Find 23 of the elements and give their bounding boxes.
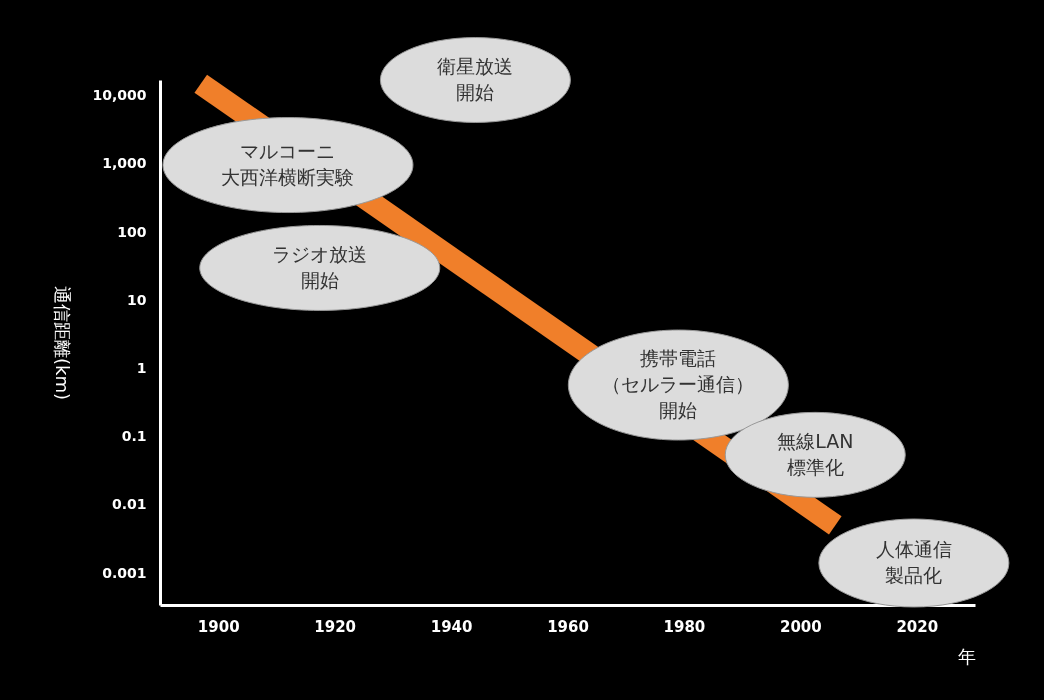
- x-axis-title: 年: [957, 645, 976, 667]
- annotation: マルコーニ大西洋横断実験: [221, 140, 355, 189]
- y-tick-label: 100: [117, 223, 147, 240]
- x-tick-label: 1960: [547, 617, 589, 636]
- y-axis-title: 通信距離(km): [52, 285, 74, 401]
- y-tick-label: 0.1: [121, 428, 147, 445]
- annotation: 携帯電話（セルラー通信）開始: [602, 347, 755, 422]
- annotation: 無線LAN標準化: [777, 429, 854, 478]
- x-tick-label: 2020: [896, 617, 939, 636]
- annotation: ラジオ放送開始: [272, 242, 368, 291]
- x-tick-label: 1940: [430, 617, 473, 636]
- y-tick-label: 0.01: [111, 496, 147, 513]
- x-tick-label: 1900: [197, 617, 240, 636]
- x-tick-label: 2000: [779, 617, 822, 636]
- x-tick-label: 1980: [663, 617, 706, 636]
- y-tick-label: 10,000: [92, 87, 147, 104]
- y-tick-label: 10: [127, 291, 147, 308]
- y-tick-label: 1,000: [102, 155, 147, 172]
- y-tick-label: 1: [136, 359, 147, 376]
- annotation: 人体通信製品化: [875, 538, 952, 586]
- x-tick-label: 1920: [314, 617, 357, 636]
- annotation: 衛星放送開始: [437, 55, 514, 103]
- y-tick-label: 0.001: [102, 564, 147, 581]
